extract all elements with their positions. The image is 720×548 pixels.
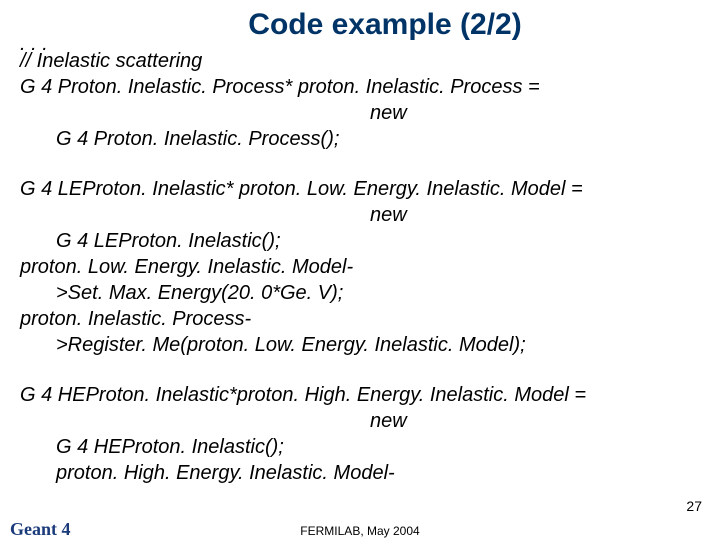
code-line: >Register. Me(proton. Low. Energy. Inela… (20, 332, 720, 358)
code-line: G 4 LEProton. Inelastic(); (20, 228, 720, 254)
code-line: >Set. Max. Energy(20. 0*Ge. V); (20, 280, 720, 306)
code-line: G 4 Proton. Inelastic. Process* proton. … (20, 74, 720, 100)
code-line: G 4 HEProton. Inelastic(); (20, 434, 720, 460)
code-line: G 4 HEProton. Inelastic*proton. High. En… (20, 382, 720, 408)
slide-title: Code example (2/2) (50, 8, 720, 42)
code-block-1: // Inelastic scattering G 4 Proton. Inel… (20, 48, 720, 152)
code-line: proton. High. Energy. Inelastic. Model- (20, 460, 720, 486)
code-block-3: G 4 HEProton. Inelastic*proton. High. En… (20, 382, 720, 486)
page-number: 27 (686, 498, 702, 514)
ellipsis-text: . . . (20, 33, 48, 56)
code-line: proton. Inelastic. Process- (20, 306, 720, 332)
code-line: // Inelastic scattering (20, 48, 720, 74)
footer-text: FERMILAB, May 2004 (300, 524, 419, 538)
code-line: G 4 LEProton. Inelastic* proton. Low. En… (20, 176, 720, 202)
code-line: new (20, 202, 720, 228)
code-line: proton. Low. Energy. Inelastic. Model- (20, 254, 720, 280)
code-block-2: G 4 LEProton. Inelastic* proton. Low. En… (20, 176, 720, 358)
code-line: G 4 Proton. Inelastic. Process(); (20, 126, 720, 152)
code-line: new (20, 408, 720, 434)
geant4-logo: Geant 4 (10, 519, 71, 540)
code-line: new (20, 100, 720, 126)
